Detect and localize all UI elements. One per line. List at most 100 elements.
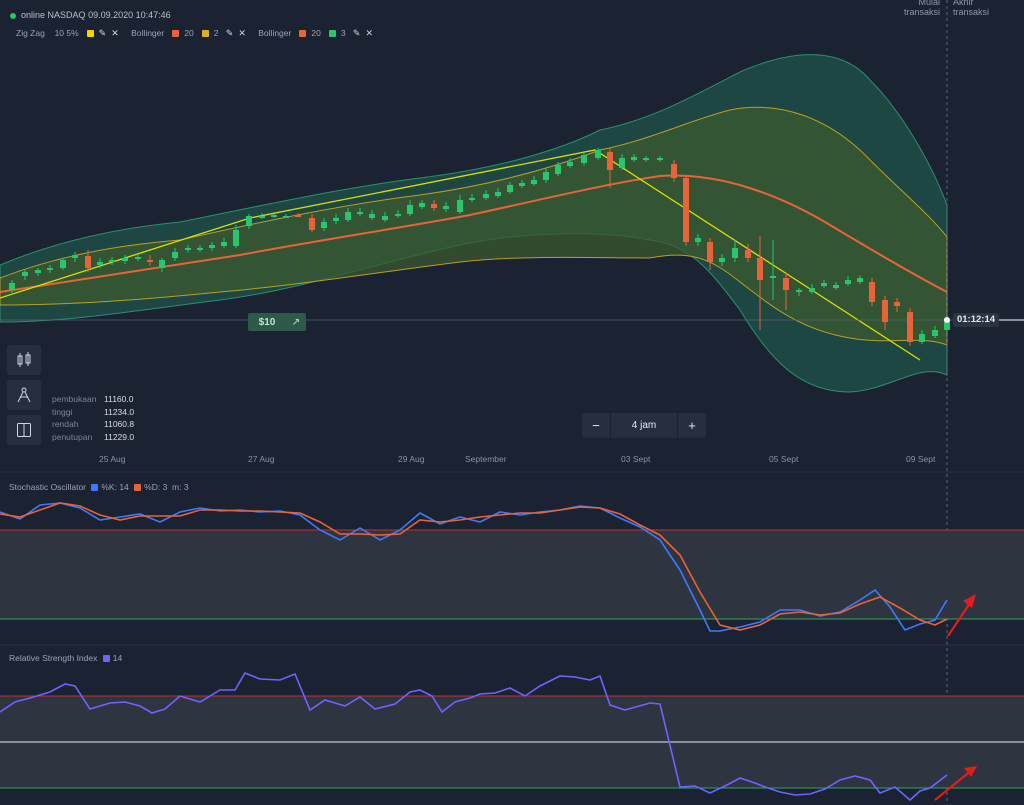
color-swatch (91, 484, 99, 491)
drawing-tools-button[interactable] (7, 380, 41, 410)
candle-body (197, 248, 203, 250)
candle-body (707, 242, 713, 262)
ohlc-value: 11234.0 (104, 406, 135, 417)
candle-body (295, 215, 301, 217)
candle-body (135, 257, 141, 259)
candle-body (607, 152, 613, 170)
candle-body (857, 278, 863, 282)
indicator-zigzag[interactable]: Zig Zag 10 5% ✎ ✕ (16, 28, 119, 38)
candle-body (395, 214, 401, 216)
candle-body (757, 258, 763, 280)
current-price-dot (944, 317, 950, 323)
ohlc-label: tinggi (52, 406, 73, 417)
edit-icon[interactable]: ✎ (98, 28, 107, 38)
investment-tag[interactable]: $10 ↗ (248, 313, 306, 331)
candle-body (283, 216, 289, 218)
candle-body (671, 164, 677, 178)
trade-end-label: Akhir transaksi (953, 0, 990, 17)
candle-body (246, 216, 252, 226)
color-swatch (172, 30, 180, 37)
buy-signal-arrow (947, 594, 976, 637)
candle-body (259, 216, 265, 218)
rsi-legend: Relative Strength Index 14 (9, 653, 122, 663)
x-axis-label: 09 Sept (906, 454, 936, 464)
compass-icon (17, 387, 31, 403)
candle-body (271, 215, 277, 217)
stochastic-title: Stochastic Oscillator (9, 482, 86, 492)
indicator-bollinger-2[interactable]: Bollinger 20 2 ✎ ✕ (131, 28, 246, 38)
indicator-bollinger-3[interactable]: Bollinger 20 3 ✎ ✕ (258, 28, 374, 38)
edit-icon[interactable]: ✎ (352, 28, 361, 38)
candle-body (457, 200, 463, 212)
color-swatch (86, 30, 94, 37)
candle-body (233, 230, 239, 246)
candle-body (35, 270, 41, 273)
edit-icon[interactable]: ✎ (225, 28, 234, 38)
color-swatch (201, 30, 209, 37)
chart-header: online NASDAQ 09.09.2020 10:47:46 (10, 10, 171, 20)
rsi-period: 14 (112, 653, 123, 663)
close-icon[interactable]: ✕ (238, 28, 246, 38)
stochastic-m-label: m: 3 (172, 482, 189, 492)
candle-body (643, 158, 649, 160)
close-icon[interactable]: ✕ (365, 28, 374, 38)
candle-body (543, 172, 549, 180)
timeframe-label[interactable]: 4 jam (610, 413, 678, 438)
x-axis-label: 27 Aug (248, 454, 275, 464)
candle-body (443, 206, 449, 209)
candle-body (809, 288, 815, 292)
candle-body (531, 180, 537, 184)
stochastic-d-label: %D: 3 (144, 482, 168, 492)
stochastic-d-line (0, 502, 948, 631)
candle-body (333, 218, 339, 221)
candle-body (382, 216, 388, 220)
datetime-text: 09.09.2020 10:47:46 (88, 10, 171, 20)
candle-body (321, 222, 327, 228)
stochastic-legend: Stochastic Oscillator %K: 14 %D: 3 m: 3 (9, 482, 189, 492)
candle-body (770, 276, 776, 278)
candle-body (209, 245, 215, 248)
candle-body (507, 185, 513, 192)
candle-body (22, 272, 28, 276)
candle-type-button[interactable] (7, 345, 41, 375)
x-axis-label: September (465, 454, 507, 464)
layout-button[interactable] (7, 415, 41, 445)
ohlc-value: 11229.0 (104, 431, 135, 442)
trade-start-label: Mulai transaksi (903, 0, 940, 17)
candles-icon (17, 352, 31, 367)
candle-body (469, 198, 475, 200)
candle-body (109, 260, 115, 262)
candle-body (783, 278, 789, 290)
stochastic-zone (0, 530, 1024, 619)
buy-signal-arrow (934, 766, 977, 801)
x-axis-label: 05 Sept (769, 454, 799, 464)
color-swatch (328, 30, 336, 37)
candle-body (732, 248, 738, 258)
bollinger-middle-line (0, 174, 948, 293)
zoom-out-button[interactable]: − (592, 418, 600, 433)
candle-body (919, 334, 925, 342)
zoom-in-button[interactable]: + (688, 418, 696, 433)
candle-body (172, 252, 178, 258)
candle-body (72, 255, 78, 258)
candle-body (97, 262, 103, 265)
candle-body (932, 330, 938, 336)
color-swatch (102, 655, 110, 662)
symbol-text: NASDAQ (47, 10, 86, 20)
ohlc-value: 11160.0 (104, 394, 134, 404)
candle-body (495, 192, 501, 196)
candle-body (796, 290, 802, 292)
indicator-bar: Zig Zag 10 5% ✎ ✕ Bollinger 20 2 ✎ ✕ Bollinge… (16, 28, 383, 39)
candle-body (431, 204, 437, 208)
candle-body (407, 205, 413, 214)
arrow-up-right-icon: ↗ (291, 316, 301, 328)
candle-body (345, 212, 351, 220)
candle-body (555, 165, 561, 174)
candle-body (369, 214, 375, 218)
candlestick-series (9, 148, 950, 346)
close-icon[interactable]: ✕ (111, 28, 119, 38)
candle-body (60, 260, 66, 268)
candle-body (309, 218, 315, 230)
candle-body (619, 158, 625, 168)
